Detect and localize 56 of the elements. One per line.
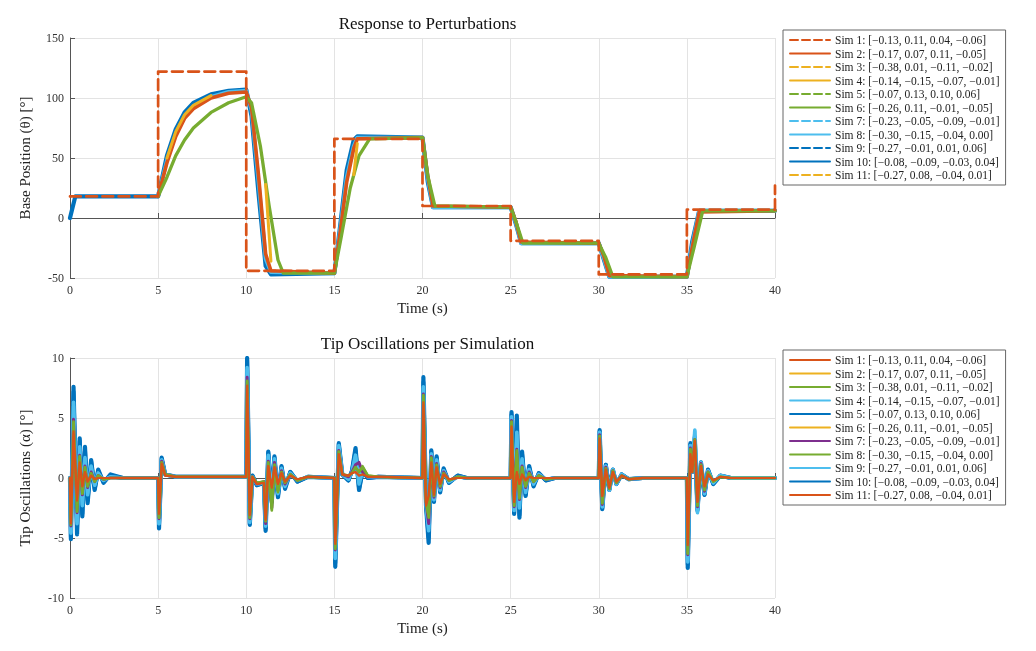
legend-label: Sim 8: [−0.30, −0.15, −0.04, 0.00]: [835, 448, 994, 462]
legend-label: Sim 8: [−0.30, −0.15, −0.04, 0.00]: [835, 128, 994, 142]
x-tick-label: 15: [328, 603, 341, 617]
legend-label: Sim 1: [−0.13, 0.11, 0.04, −0.06]: [835, 34, 987, 47]
legend-label: Sim 3: [−0.38, 0.01, −0.11, −0.02]: [835, 61, 993, 74]
x-tick-label: 40: [769, 283, 781, 297]
legend-label: Sim 4: [−0.14, −0.15, −0.07, −0.01]: [835, 394, 1000, 408]
y-tick-label: 150: [46, 31, 64, 45]
legend-label: Sim 11: [−0.27, 0.08, −0.04, 0.01]: [835, 169, 992, 182]
x-tick-label: 20: [416, 603, 429, 617]
x-axis-title: Time (s): [397, 300, 448, 318]
x-tick-label: 20: [416, 283, 429, 297]
legend-label: Sim 1: [−0.13, 0.11, 0.04, −0.06]: [835, 354, 987, 367]
chart-title: Response to Perturbations: [338, 14, 517, 33]
legend-label: Sim 5: [−0.07, 0.13, 0.10, 0.06]: [835, 88, 981, 101]
x-axis-title: Time (s): [397, 620, 448, 638]
legend-label: Sim 10: [−0.08, −0.09, −0.03, 0.04]: [835, 155, 999, 169]
legend-label: Sim 4: [−0.14, −0.15, −0.07, −0.01]: [835, 74, 1000, 88]
legend-label: Sim 7: [−0.23, −0.05, −0.09, −0.01]: [835, 115, 1000, 128]
x-tick-label: 0: [67, 603, 73, 617]
x-tick-label: 25: [504, 603, 517, 617]
x-tick-label: 5: [155, 283, 162, 297]
legend-label: Sim 11: [−0.27, 0.08, −0.04, 0.01]: [835, 489, 992, 502]
y-tick-label: 50: [52, 151, 64, 165]
y-tick-label: 100: [46, 91, 64, 105]
y-tick-label: 0: [58, 471, 64, 485]
y-tick-label: 5: [58, 411, 64, 425]
legend-label: Sim 9: [−0.27, −0.01, 0.01, 0.06]: [835, 142, 987, 155]
legend-label: Sim 2: [−0.17, 0.07, 0.11, −0.05]: [835, 47, 987, 61]
y-tick-label: -10: [48, 591, 64, 605]
x-tick-label: 25: [504, 283, 517, 297]
x-tick-label: 15: [328, 283, 341, 297]
x-tick-label: 10: [240, 283, 253, 297]
y-tick-label: -50: [48, 271, 64, 285]
x-tick-label: 5: [155, 603, 162, 617]
x-tick-label: 35: [680, 603, 693, 617]
y-tick-label: -5: [54, 531, 64, 545]
chart-title: Tip Oscillations per Simulation: [320, 334, 535, 353]
x-tick-label: 35: [680, 283, 693, 297]
y-tick-label: 10: [52, 351, 64, 365]
y-axis-title: Base Position (θ) [°]: [16, 96, 34, 220]
y-axis-title: Tip Oscillations (α) [°]: [16, 409, 34, 547]
legend-label: Sim 9: [−0.27, −0.01, 0.01, 0.06]: [835, 462, 987, 475]
legend-label: Sim 2: [−0.17, 0.07, 0.11, −0.05]: [835, 367, 987, 381]
legend-label: Sim 5: [−0.07, 0.13, 0.10, 0.06]: [835, 408, 981, 421]
legend-label: Sim 3: [−0.38, 0.01, −0.11, −0.02]: [835, 381, 993, 394]
legend-label: Sim 7: [−0.23, −0.05, −0.09, −0.01]: [835, 435, 1000, 448]
x-tick-label: 0: [67, 283, 73, 297]
legend-label: Sim 6: [−0.26, 0.11, −0.01, −0.05]: [835, 421, 993, 435]
legend-label: Sim 10: [−0.08, −0.09, −0.03, 0.04]: [835, 475, 999, 489]
x-tick-label: 30: [592, 283, 605, 297]
x-tick-label: 30: [592, 603, 605, 617]
x-tick-label: 40: [769, 603, 781, 617]
x-tick-label: 10: [240, 603, 253, 617]
legend-label: Sim 6: [−0.26, 0.11, −0.01, −0.05]: [835, 101, 993, 115]
y-tick-label: 0: [58, 211, 64, 225]
